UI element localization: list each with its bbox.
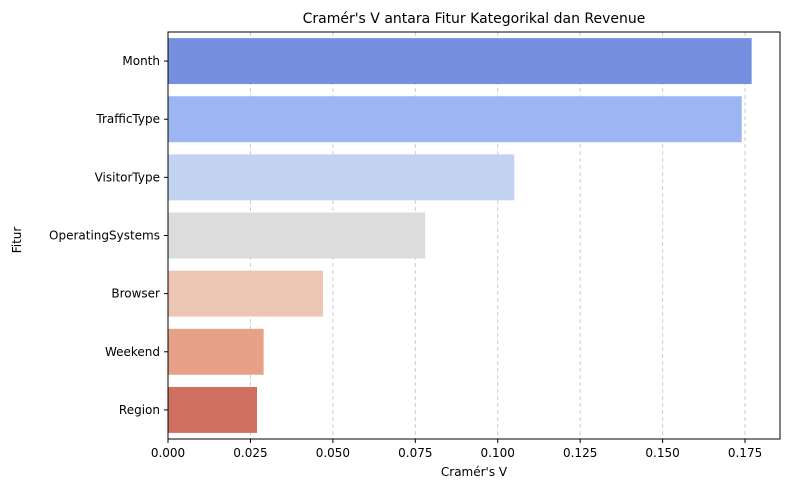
- bar-month: [168, 38, 752, 85]
- x-tick-label: 0.000: [151, 446, 185, 460]
- y-tick-label: Weekend: [105, 345, 160, 359]
- y-tick-label: Region: [119, 403, 160, 417]
- bar-operatingsystems: [168, 212, 426, 259]
- y-axis-label: Fitur: [10, 227, 24, 254]
- y-tick-label: Browser: [111, 287, 160, 301]
- x-axis-label: Cramér's V: [441, 465, 508, 479]
- bar-region: [168, 386, 258, 433]
- chart-title: Cramér's V antara Fitur Kategorikal dan …: [303, 11, 646, 27]
- bar-visitortype: [168, 154, 515, 201]
- x-tick-label: 0.025: [233, 446, 267, 460]
- y-tick-label: VisitorType: [95, 170, 160, 184]
- x-tick-label: 0.075: [398, 446, 432, 460]
- x-tick-label: 0.150: [645, 446, 679, 460]
- x-tick-label: 0.100: [481, 446, 515, 460]
- bar-browser: [168, 270, 323, 317]
- y-tick-label: OperatingSystems: [49, 229, 160, 243]
- y-tick-labels: Month TrafficType VisitorType OperatingSyst…: [49, 54, 168, 417]
- plot-frame: [167, 31, 781, 440]
- bar-traffictype: [168, 96, 742, 143]
- x-tick-label: 0.050: [316, 446, 350, 460]
- bars: [168, 38, 752, 433]
- x-tick-labels: 0.000 0.025 0.050 0.075 0.100 0.125 0.150 0.175: [151, 439, 762, 460]
- y-tick-label: TrafficType: [95, 112, 160, 126]
- bar-weekend: [168, 328, 264, 375]
- x-tick-label: 0.125: [563, 446, 597, 460]
- y-tick-label: Month: [122, 54, 160, 68]
- x-tick-label: 0.175: [728, 446, 762, 460]
